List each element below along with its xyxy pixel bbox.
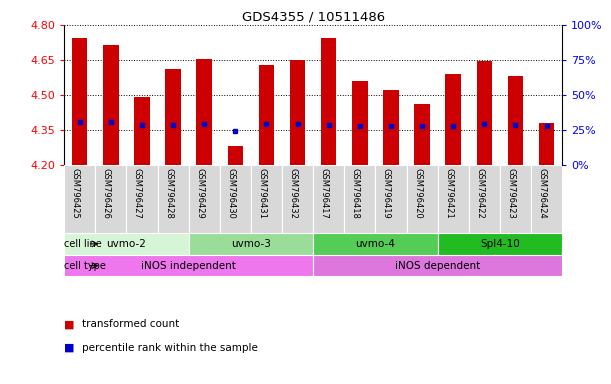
- Text: uvmo-3: uvmo-3: [231, 239, 271, 249]
- Bar: [414, 104, 430, 165]
- Text: GSM796429: GSM796429: [195, 168, 204, 219]
- Text: GSM796432: GSM796432: [288, 168, 298, 219]
- Text: GSM796419: GSM796419: [382, 168, 391, 219]
- Bar: [539, 123, 554, 165]
- Bar: [437, 233, 562, 255]
- Bar: [313, 255, 562, 276]
- Text: GSM796424: GSM796424: [538, 168, 547, 219]
- Text: uvmo-2: uvmo-2: [106, 239, 147, 249]
- Bar: [72, 38, 87, 165]
- Bar: [158, 165, 189, 233]
- Bar: [282, 165, 313, 233]
- Text: GSM796422: GSM796422: [475, 168, 485, 219]
- Text: ■: ■: [64, 319, 75, 329]
- Bar: [313, 233, 437, 255]
- Bar: [445, 74, 461, 165]
- Text: GSM796420: GSM796420: [413, 168, 422, 219]
- Text: GSM796417: GSM796417: [320, 168, 329, 219]
- Text: GSM796421: GSM796421: [444, 168, 453, 219]
- Bar: [344, 165, 375, 233]
- Bar: [166, 69, 181, 165]
- Text: iNOS independent: iNOS independent: [141, 261, 236, 271]
- Bar: [95, 165, 126, 233]
- Bar: [126, 165, 158, 233]
- Bar: [383, 90, 399, 165]
- Bar: [103, 45, 119, 165]
- Text: GSM796430: GSM796430: [226, 168, 235, 219]
- Bar: [500, 165, 531, 233]
- Text: GSM796428: GSM796428: [164, 168, 173, 219]
- Text: GSM796418: GSM796418: [351, 168, 360, 219]
- Bar: [134, 97, 150, 165]
- Bar: [196, 59, 212, 165]
- Bar: [220, 165, 251, 233]
- Bar: [375, 165, 406, 233]
- Bar: [290, 60, 306, 165]
- Text: uvmo-4: uvmo-4: [356, 239, 395, 249]
- Bar: [437, 165, 469, 233]
- Bar: [508, 76, 523, 165]
- Text: percentile rank within the sample: percentile rank within the sample: [82, 343, 258, 353]
- Bar: [189, 233, 313, 255]
- Text: GSM796423: GSM796423: [507, 168, 516, 219]
- Bar: [352, 81, 368, 165]
- Text: GSM796426: GSM796426: [102, 168, 111, 219]
- Bar: [251, 165, 282, 233]
- Bar: [189, 165, 220, 233]
- Bar: [531, 165, 562, 233]
- Text: GSM796425: GSM796425: [71, 168, 79, 219]
- Bar: [258, 65, 274, 165]
- Bar: [64, 165, 95, 233]
- Bar: [64, 233, 189, 255]
- Title: GDS4355 / 10511486: GDS4355 / 10511486: [241, 11, 385, 24]
- Bar: [406, 165, 437, 233]
- Text: cell type: cell type: [64, 261, 106, 271]
- Bar: [469, 165, 500, 233]
- Text: Spl4-10: Spl4-10: [480, 239, 520, 249]
- Bar: [477, 61, 492, 165]
- Text: ■: ■: [64, 343, 75, 353]
- Text: GSM796427: GSM796427: [133, 168, 142, 219]
- Bar: [321, 38, 337, 165]
- Text: transformed count: transformed count: [82, 319, 180, 329]
- Text: cell line: cell line: [64, 239, 102, 249]
- Bar: [64, 255, 313, 276]
- Bar: [313, 165, 344, 233]
- Bar: [227, 146, 243, 165]
- Text: iNOS dependent: iNOS dependent: [395, 261, 480, 271]
- Text: GSM796431: GSM796431: [257, 168, 266, 219]
